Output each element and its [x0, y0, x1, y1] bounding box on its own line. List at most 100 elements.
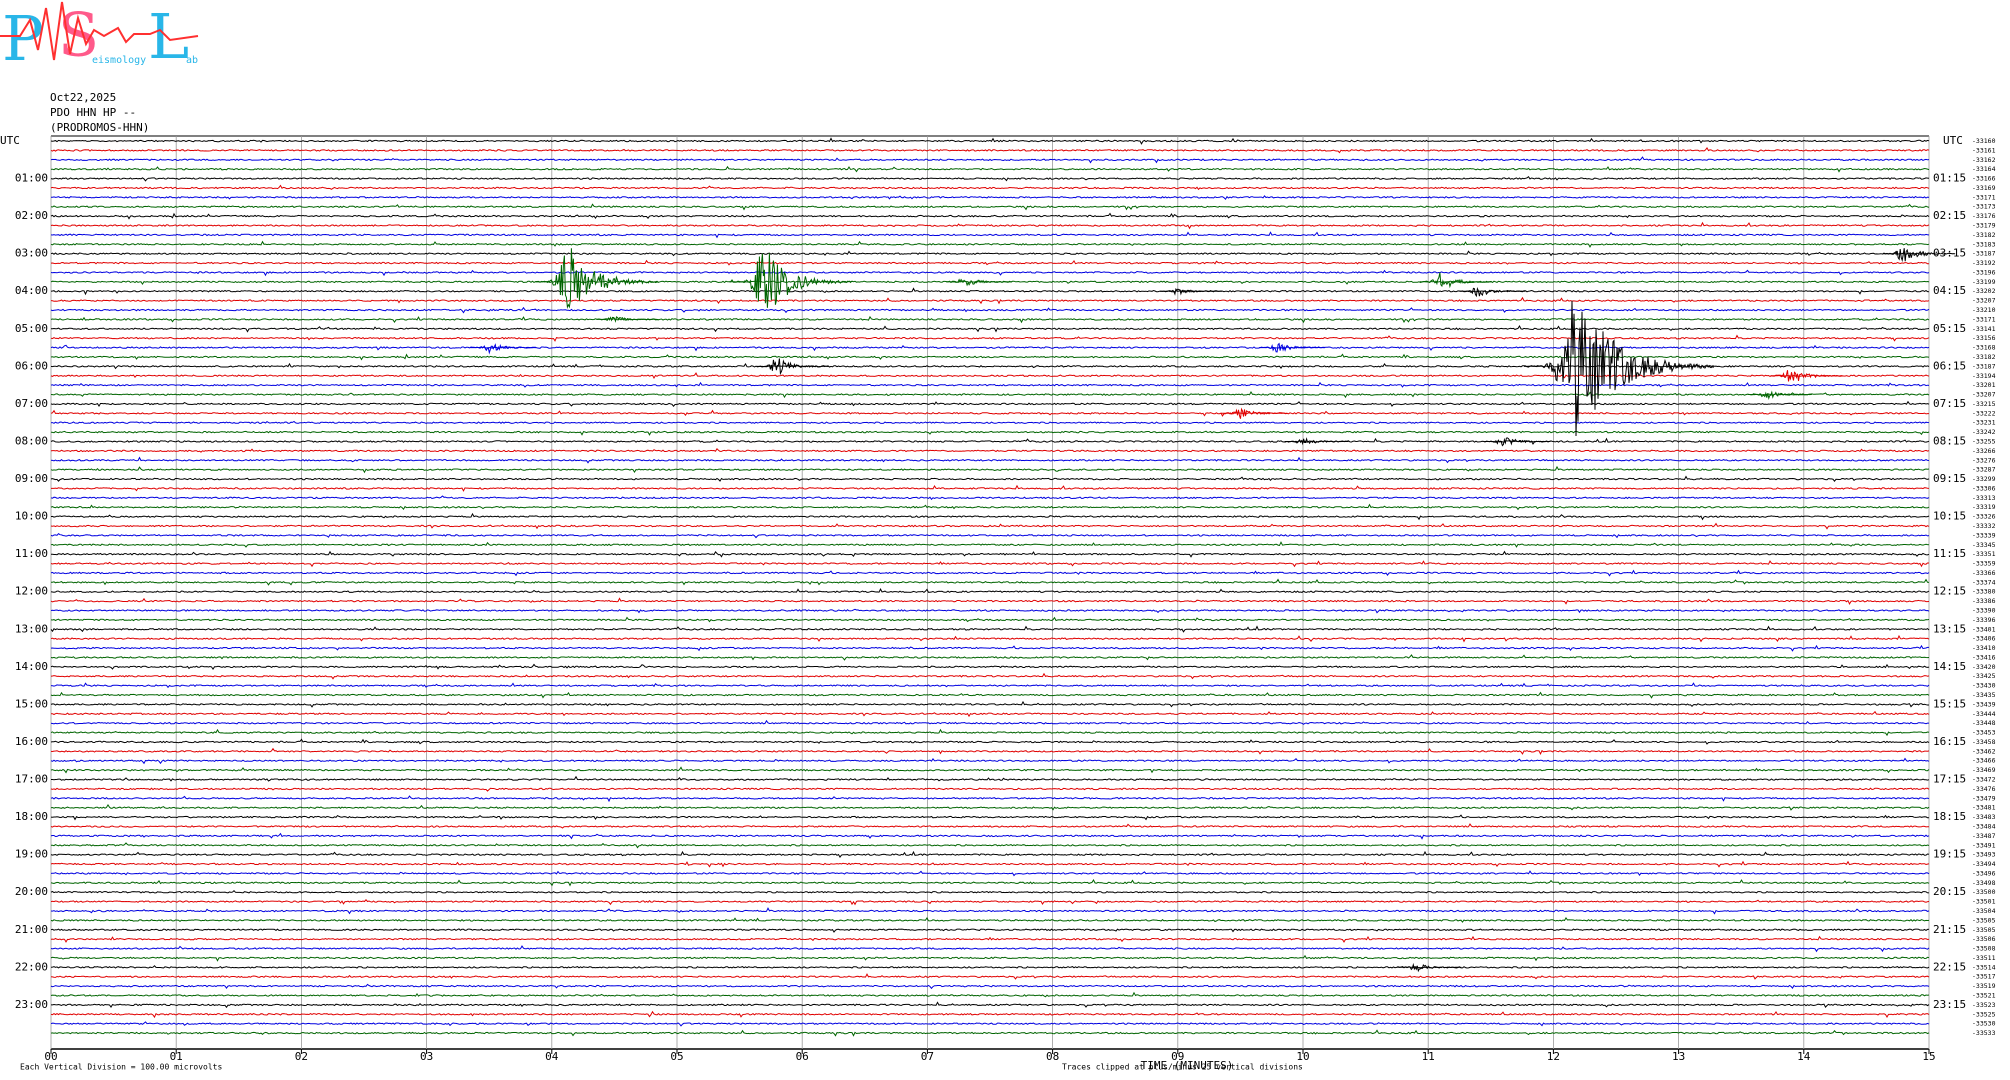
trace-offset: -33326 — [1972, 513, 1996, 521]
right-time-label: UTC — [1943, 134, 1963, 147]
trace — [51, 1001, 1930, 1009]
trace-offset: -33319 — [1972, 503, 1996, 511]
event — [1747, 390, 1812, 401]
x-tick-label: 07 — [921, 1050, 934, 1063]
trace-offset: -33469 — [1972, 766, 1996, 774]
trace — [50, 391, 1930, 399]
trace — [50, 465, 1930, 474]
trace — [50, 973, 1930, 980]
trace — [50, 372, 1930, 380]
trace-offset: -33533 — [1972, 1029, 1996, 1037]
right-time-label: 01:15 — [1933, 172, 1966, 185]
trace — [50, 512, 1930, 521]
trace-offset: -33453 — [1972, 729, 1996, 737]
trace-offset: -33505 — [1972, 926, 1996, 934]
right-time-label: 22:15 — [1933, 960, 1966, 973]
trace — [50, 456, 1930, 464]
trace-offset: -33202 — [1972, 287, 1996, 295]
trace-offset: -33276 — [1972, 456, 1996, 464]
trace — [50, 400, 1930, 407]
trace-offset: -33396 — [1972, 616, 1996, 624]
trace — [50, 945, 1930, 953]
trace — [50, 240, 1930, 248]
event — [1883, 248, 1956, 263]
trace — [50, 766, 1930, 774]
trace — [50, 644, 1929, 652]
trace-offset: -33287 — [1972, 466, 1996, 474]
right-time-label: 14:15 — [1933, 660, 1966, 673]
trace — [50, 814, 1929, 821]
trace — [50, 522, 1930, 530]
x-tick-label: 02 — [295, 1050, 308, 1063]
right-time-label: 17:15 — [1933, 773, 1966, 786]
trace — [50, 578, 1930, 586]
x-tick-label: 06 — [796, 1050, 809, 1063]
trace-offset: -33500 — [1972, 888, 1996, 896]
trace-offset: -33196 — [1972, 268, 1996, 276]
trace — [50, 757, 1930, 765]
left-time-label: 18:00 — [15, 810, 48, 823]
header-station: PDO HHN HP -- — [50, 106, 136, 119]
left-time-label: UTC — [0, 134, 20, 147]
trace — [50, 935, 1930, 943]
trace — [50, 803, 1930, 811]
trace-offset: -33156 — [1972, 334, 1996, 342]
trace — [50, 334, 1930, 342]
trace-offset: -33514 — [1972, 963, 1996, 971]
left-time-label: 11:00 — [15, 547, 48, 560]
trace — [50, 682, 1930, 689]
trace — [50, 878, 1930, 887]
left-time-label: 20:00 — [15, 885, 48, 898]
trace-offset: -33182 — [1972, 353, 1996, 361]
trace-offset: -33255 — [1972, 437, 1996, 445]
trace-offset: -33161 — [1972, 146, 1996, 154]
trace — [50, 381, 1930, 388]
trace — [50, 195, 1930, 201]
trace-offset: -33141 — [1972, 325, 1996, 333]
trace-offset: -33487 — [1972, 832, 1996, 840]
x-tick-label: 14 — [1797, 1050, 1811, 1063]
x-tick-label: 00 — [44, 1050, 57, 1063]
event — [756, 358, 829, 376]
trace — [51, 775, 1930, 782]
left-time-label: 01:00 — [15, 172, 48, 185]
trace-offset: -33517 — [1972, 973, 1996, 981]
trace-offset: -33242 — [1972, 428, 1996, 436]
trace — [51, 165, 1930, 173]
left-time-label: 03:00 — [15, 247, 48, 260]
trace-offset: -33420 — [1972, 663, 1996, 671]
trace-offset: -33366 — [1972, 569, 1996, 577]
trace-offset: -33187 — [1972, 362, 1996, 370]
right-time-label: 02:15 — [1933, 209, 1966, 222]
trace — [50, 983, 1930, 990]
trace — [50, 503, 1930, 511]
note: Traces clipped at plus/minus 25 vertical… — [1062, 1063, 1303, 1072]
trace-offset: -33166 — [1972, 175, 1996, 183]
right-time-label: 13:15 — [1933, 622, 1966, 635]
x-tick-label: 03 — [420, 1050, 433, 1063]
trace — [50, 991, 1930, 998]
trace — [50, 533, 1930, 539]
right-time-label: 16:15 — [1933, 735, 1966, 748]
right-time-label: 19:15 — [1933, 848, 1966, 861]
trace-offset: -33386 — [1972, 597, 1996, 605]
left-time-label: 19:00 — [15, 848, 48, 861]
left-time-label: 16:00 — [15, 735, 48, 748]
trace-offset: -33493 — [1972, 851, 1996, 859]
x-tick-label: 12 — [1547, 1050, 1560, 1063]
left-time-label: 02:00 — [15, 209, 48, 222]
trace — [50, 203, 1930, 211]
trace — [50, 269, 1930, 277]
trace — [50, 175, 1930, 182]
logo-word: eismology — [92, 55, 146, 66]
trace-offset: -33194 — [1972, 372, 1996, 380]
trace — [50, 710, 1930, 718]
trace — [50, 634, 1930, 643]
trace-offset: -33306 — [1972, 484, 1996, 492]
right-time-label: 20:15 — [1933, 885, 1966, 898]
trace — [50, 928, 1930, 933]
trace-offset: -33266 — [1972, 447, 1996, 455]
trace — [50, 296, 1930, 305]
